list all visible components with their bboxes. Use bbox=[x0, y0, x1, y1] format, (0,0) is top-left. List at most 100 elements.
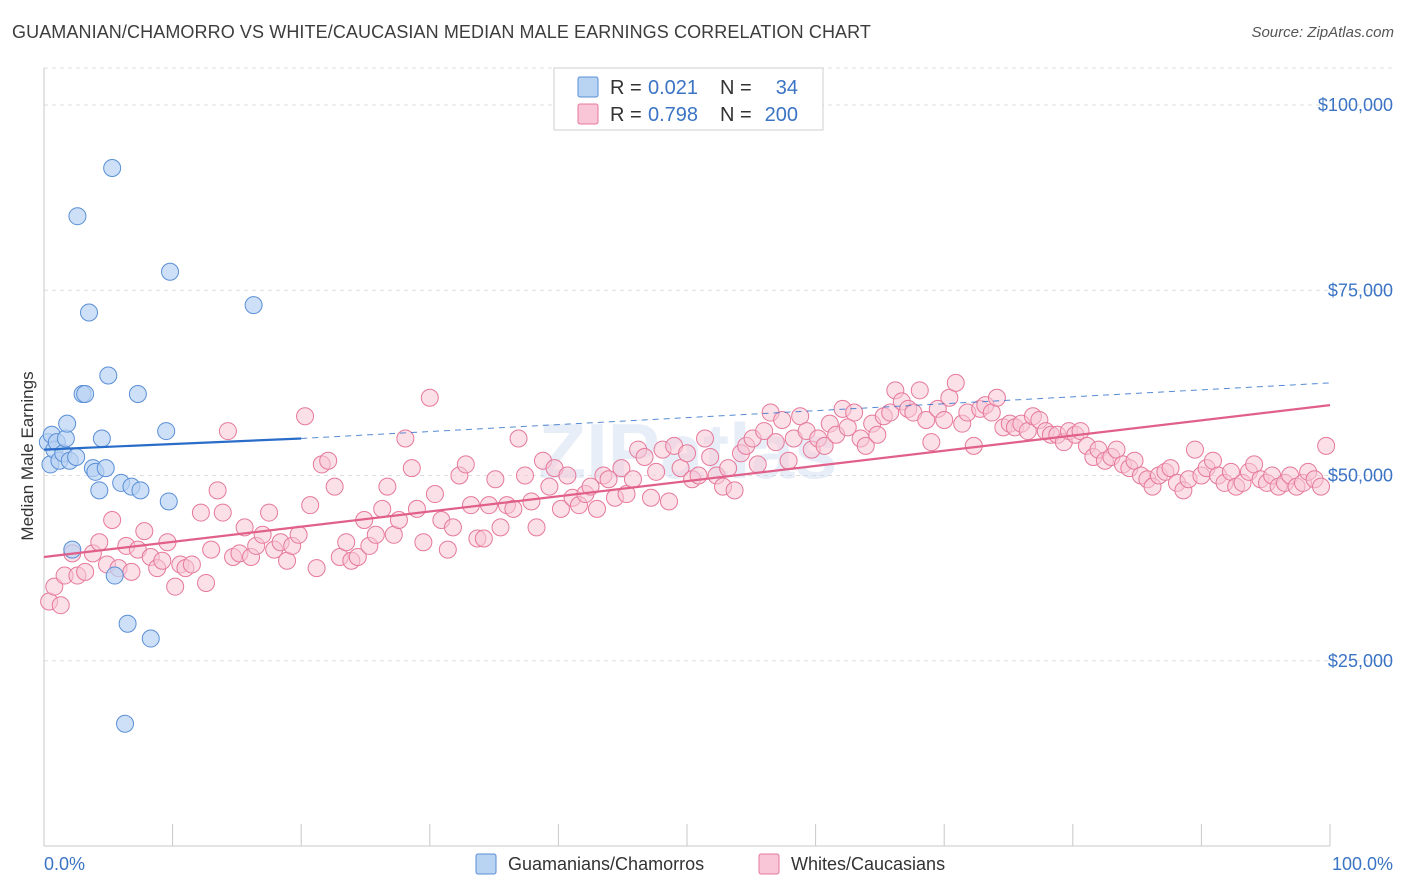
white-caucasian-point bbox=[486, 470, 505, 489]
y-tick-label-25000: $25,000 bbox=[1328, 651, 1393, 671]
white-caucasian-point bbox=[1245, 455, 1264, 474]
white-caucasian-point bbox=[558, 466, 577, 485]
white-caucasian-point bbox=[1185, 440, 1204, 459]
white-caucasian-point bbox=[208, 481, 227, 500]
white-caucasian-point bbox=[504, 499, 523, 518]
guamanian-chamorro-point bbox=[63, 540, 82, 559]
white-caucasian-point bbox=[946, 373, 965, 392]
white-caucasian-point bbox=[182, 555, 201, 574]
white-caucasian-point bbox=[122, 562, 141, 581]
white-caucasian-point bbox=[166, 577, 185, 596]
white-caucasian-point bbox=[1107, 440, 1126, 459]
guamanian-chamorro-point bbox=[99, 366, 118, 385]
series-guamanians-chamorros bbox=[38, 159, 263, 733]
legend-frame bbox=[553, 67, 824, 131]
legend-r-label-1: R = bbox=[610, 77, 642, 99]
white-caucasian-point bbox=[509, 429, 528, 448]
white-caucasian-point bbox=[678, 444, 696, 463]
guamanian-chamorro-point bbox=[68, 207, 87, 226]
legend-n-label-2: N = bbox=[720, 104, 752, 126]
white-caucasian-point bbox=[307, 559, 326, 578]
white-caucasian-point bbox=[378, 477, 397, 496]
white-caucasian-point bbox=[289, 525, 308, 544]
white-caucasian-point bbox=[881, 403, 900, 422]
y-axis-label: Median Male Earnings bbox=[18, 371, 37, 540]
white-caucasian-point bbox=[719, 459, 738, 478]
guamanian-chamorro-point bbox=[161, 262, 180, 281]
white-caucasian-point bbox=[402, 459, 421, 478]
white-caucasian-point bbox=[1161, 459, 1180, 478]
white-caucasian-point bbox=[612, 459, 631, 478]
guamanian-chamorro-point bbox=[80, 303, 99, 322]
white-caucasian-point bbox=[456, 455, 475, 474]
white-caucasian-point bbox=[76, 562, 95, 581]
x-tick-label-min: 0.0% bbox=[44, 854, 85, 874]
axes bbox=[43, 68, 1331, 847]
white-caucasian-point bbox=[301, 496, 320, 515]
legend-box: R = 0.021 N = 34 R = 0.798 N = 200 bbox=[553, 67, 824, 131]
white-caucasian-point bbox=[1311, 477, 1330, 496]
trend-line-whites bbox=[43, 404, 1331, 559]
white-caucasian-point bbox=[845, 403, 864, 422]
bottom-legend-label-2: Whites/Caucasians bbox=[791, 854, 945, 874]
white-caucasian-point bbox=[337, 533, 356, 552]
white-caucasian-point bbox=[396, 429, 415, 448]
white-caucasian-point bbox=[773, 410, 792, 429]
white-caucasian-point bbox=[348, 548, 367, 567]
bottom-legend-swatch-blue bbox=[475, 853, 497, 875]
legend-swatch-pink bbox=[577, 103, 599, 125]
white-caucasian-point bbox=[213, 503, 232, 522]
white-caucasian-point bbox=[1125, 451, 1144, 470]
white-caucasian-point bbox=[425, 485, 444, 504]
legend-swatch-blue bbox=[577, 76, 599, 98]
white-caucasian-point bbox=[917, 410, 936, 429]
guamanian-chamorro-point bbox=[128, 385, 147, 404]
x-tick-label-max: 100.0% bbox=[1332, 854, 1393, 874]
white-caucasian-point bbox=[910, 381, 929, 400]
white-caucasian-point bbox=[135, 522, 154, 541]
white-caucasian-point bbox=[659, 492, 678, 511]
white-caucasian-point bbox=[253, 525, 272, 544]
white-caucasian-point bbox=[366, 525, 385, 544]
white-caucasian-point bbox=[260, 503, 279, 522]
bottom-legend: Guamanians/Chamorros Whites/Caucasians bbox=[475, 853, 945, 875]
white-caucasian-point bbox=[325, 477, 344, 496]
y-tick-label-75000: $75,000 bbox=[1328, 280, 1393, 300]
white-caucasian-point bbox=[218, 422, 237, 441]
guamanian-chamorro-point bbox=[96, 459, 115, 478]
guamanian-chamorro-point bbox=[90, 481, 109, 500]
white-caucasian-point bbox=[647, 462, 666, 481]
white-caucasian-point bbox=[838, 418, 857, 437]
white-caucasian-point bbox=[373, 499, 392, 518]
trend-lines bbox=[43, 382, 1331, 559]
white-caucasian-point bbox=[191, 503, 210, 522]
white-caucasian-point bbox=[623, 470, 642, 489]
white-caucasian-point bbox=[235, 518, 254, 537]
white-caucasian-point bbox=[443, 518, 462, 537]
white-caucasian-point bbox=[319, 451, 338, 470]
chart-title: GUAMANIAN/CHAMORRO VS WHITE/CAUCASIAN ME… bbox=[12, 22, 872, 42]
guamanian-chamorro-point bbox=[67, 448, 86, 466]
guamanian-chamorro-point bbox=[141, 629, 160, 648]
white-caucasian-point bbox=[1317, 436, 1336, 455]
white-caucasian-point bbox=[103, 510, 122, 529]
trend-line-guamanians-dashed bbox=[301, 382, 1331, 439]
white-caucasian-point bbox=[815, 436, 834, 455]
guamanian-chamorro-point bbox=[159, 492, 178, 511]
white-caucasian-point bbox=[197, 573, 216, 592]
white-caucasian-point bbox=[671, 459, 690, 478]
x-tick-labels: 0.0% 100.0% bbox=[44, 854, 1393, 874]
guamanian-chamorro-point bbox=[76, 385, 95, 404]
white-caucasian-point bbox=[635, 448, 654, 466]
legend-r-value-1: 0.021 bbox=[648, 77, 698, 99]
white-caucasian-point bbox=[90, 533, 109, 552]
white-caucasian-point bbox=[922, 433, 941, 452]
legend-r-value-2: 0.798 bbox=[648, 104, 698, 126]
white-caucasian-point bbox=[491, 518, 510, 537]
trend-line-guamanians-solid bbox=[43, 437, 302, 451]
guamanian-chamorro-point bbox=[58, 414, 77, 433]
white-caucasian-point bbox=[599, 470, 618, 489]
white-caucasian-point bbox=[696, 429, 715, 448]
white-caucasian-point bbox=[868, 425, 887, 444]
